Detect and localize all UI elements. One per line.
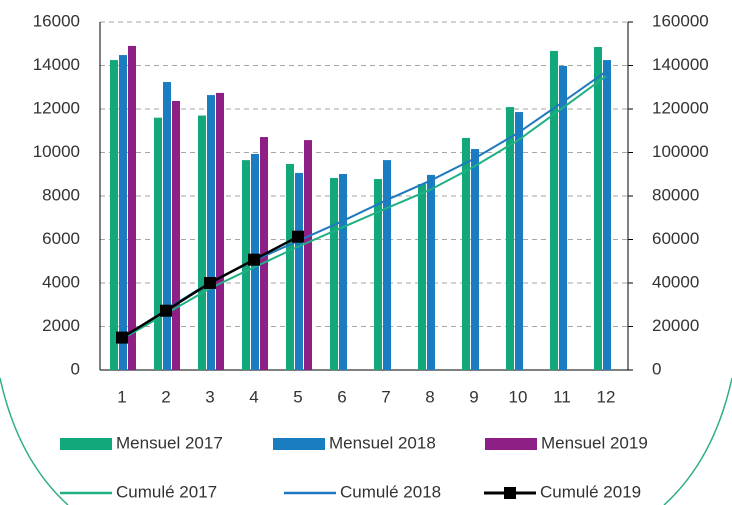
x-tick-label: 2 bbox=[161, 387, 170, 406]
marker bbox=[116, 331, 128, 344]
legend-label: Mensuel 2017 bbox=[116, 433, 223, 452]
marker bbox=[204, 276, 216, 289]
y-tick-label: 12000 bbox=[33, 98, 80, 117]
bar bbox=[418, 184, 426, 370]
bar bbox=[559, 65, 567, 370]
x-tick-label: 12 bbox=[597, 387, 616, 406]
bar bbox=[594, 47, 602, 370]
y-tick-label: 4000 bbox=[42, 272, 80, 291]
bar bbox=[427, 174, 435, 370]
x-tick-label: 10 bbox=[509, 387, 528, 406]
legend-label: Mensuel 2019 bbox=[541, 433, 648, 452]
bar bbox=[172, 100, 180, 370]
bar bbox=[603, 60, 611, 370]
legend-marker bbox=[504, 487, 516, 499]
bar bbox=[374, 179, 382, 370]
y-tick-label: 2000 bbox=[42, 316, 80, 335]
y2-tick-label: 120000 bbox=[652, 98, 709, 117]
y-tick-label: 16000 bbox=[33, 11, 80, 30]
legend-label: Cumulé 2018 bbox=[340, 482, 441, 501]
y2-tick-label: 140000 bbox=[652, 55, 709, 74]
marker bbox=[160, 304, 172, 317]
bar bbox=[154, 117, 162, 370]
marker bbox=[248, 253, 260, 266]
bar bbox=[119, 55, 127, 371]
x-tick-label: 11 bbox=[553, 387, 571, 406]
bar bbox=[383, 160, 391, 370]
bar bbox=[286, 164, 294, 370]
bar bbox=[295, 172, 303, 370]
x-tick-label: 4 bbox=[249, 387, 258, 406]
y2-tick-label: 100000 bbox=[652, 142, 709, 161]
bar bbox=[163, 82, 171, 370]
bar bbox=[330, 177, 338, 370]
bar bbox=[110, 60, 118, 370]
legend-label: Cumulé 2019 bbox=[540, 482, 641, 501]
bar bbox=[506, 107, 514, 370]
bar bbox=[198, 115, 206, 371]
y-tick-label: 8000 bbox=[42, 185, 80, 204]
line bbox=[121, 70, 607, 340]
x-tick-label: 1 bbox=[117, 387, 126, 406]
frame-curve bbox=[663, 377, 732, 505]
y2-tick-label: 0 bbox=[652, 359, 661, 378]
bar bbox=[207, 95, 215, 370]
y-tick-label: 0 bbox=[71, 359, 80, 378]
y-tick-label: 14000 bbox=[33, 55, 80, 74]
x-tick-label: 7 bbox=[381, 387, 390, 406]
y2-tick-label: 60000 bbox=[652, 229, 699, 248]
bar bbox=[550, 50, 558, 371]
bar bbox=[339, 174, 347, 370]
y2-tick-label: 40000 bbox=[652, 272, 699, 291]
bar bbox=[462, 137, 470, 370]
y2-tick-label: 160000 bbox=[652, 11, 709, 30]
y-tick-label: 6000 bbox=[42, 229, 80, 248]
bar bbox=[471, 149, 479, 370]
legend-swatch bbox=[273, 438, 325, 450]
x-tick-label: 9 bbox=[469, 387, 478, 406]
line bbox=[121, 75, 607, 340]
legend-swatch bbox=[60, 438, 112, 450]
y2-tick-label: 20000 bbox=[652, 316, 699, 335]
legend-label: Cumulé 2017 bbox=[116, 482, 217, 501]
bar bbox=[515, 112, 523, 371]
x-tick-label: 6 bbox=[337, 387, 346, 406]
bar bbox=[128, 45, 136, 371]
legend-swatch bbox=[485, 438, 537, 450]
x-tick-label: 8 bbox=[425, 387, 434, 406]
y-tick-label: 10000 bbox=[33, 142, 80, 161]
marker bbox=[292, 230, 304, 243]
frame-curve bbox=[0, 377, 69, 505]
x-tick-label: 3 bbox=[205, 387, 214, 406]
bar bbox=[304, 140, 312, 370]
bar bbox=[216, 92, 224, 370]
x-tick-label: 5 bbox=[293, 387, 302, 406]
legend-label: Mensuel 2018 bbox=[329, 433, 436, 452]
y2-tick-label: 80000 bbox=[652, 185, 699, 204]
